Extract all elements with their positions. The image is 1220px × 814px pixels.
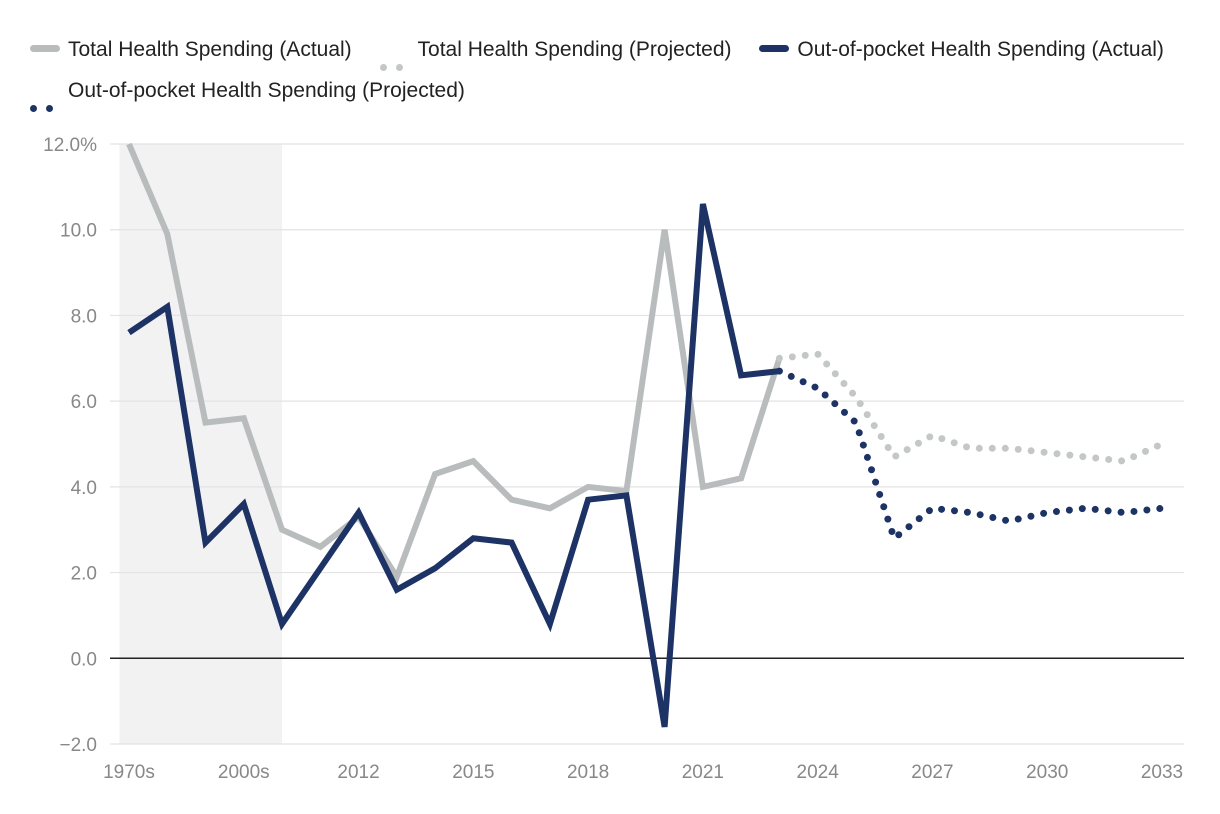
y-tick-label-0: −2.0: [59, 735, 97, 756]
legend-swatch-oop-projected: [30, 86, 60, 112]
x-tick-label-5: 2021: [682, 762, 724, 783]
legend-label-oop-projected: Out-of-pocket Health Spending (Projected…: [68, 78, 465, 102]
series-line-oop-actual: [127, 203, 780, 728]
y-tick-label-5: 8.0: [71, 306, 97, 327]
x-tick-label-2: 2012: [337, 762, 379, 783]
x-tick-label-9: 2033: [1141, 762, 1183, 783]
y-tick-label-2: 2.0: [71, 564, 97, 585]
series-line-total-projected: [775, 350, 1166, 465]
legend-swatch-oop-actual: [759, 45, 790, 53]
legend-swatch-total-projected: [379, 45, 410, 72]
series-line-oop-projected: [775, 367, 1166, 545]
x-tick-label-8: 2030: [1026, 762, 1068, 783]
legend-item-oop-projected[interactable]: Out-of-pocket Health Spending (Projected…: [30, 71, 465, 112]
x-tick-label-4: 2018: [567, 762, 609, 783]
legend-item-total-actual[interactable]: Total Health Spending (Actual): [30, 30, 352, 70]
legend-item-oop-actual[interactable]: Out-of-pocket Health Spending (Actual): [759, 30, 1164, 70]
shaded-region: [119, 144, 283, 744]
legend-label-total-actual: Total Health Spending (Actual): [68, 38, 352, 62]
y-tick-label-6: 10.0: [60, 221, 97, 242]
x-tick-label-3: 2015: [452, 762, 494, 783]
legend-swatch-total-actual: [30, 45, 60, 53]
legend-item-total-projected[interactable]: Total Health Spending (Projected): [379, 30, 732, 72]
series-line-total-actual: [126, 142, 783, 584]
y-tick-label-4: 6.0: [71, 392, 97, 413]
x-tick-label-7: 2027: [911, 762, 953, 783]
x-tick-label-1: 2000s: [218, 762, 270, 783]
y-tick-label-1: 0.0: [71, 649, 97, 670]
legend-label-oop-actual: Out-of-pocket Health Spending (Actual): [797, 38, 1164, 62]
y-tick-label-3: 4.0: [71, 478, 97, 499]
legend-label-total-projected: Total Health Spending (Projected): [417, 38, 732, 62]
chart-legend: Total Health Spending (Actual) Total Hea…: [30, 30, 1200, 112]
x-tick-label-6: 2024: [797, 762, 840, 783]
x-tick-label-0: 1970s: [103, 762, 155, 783]
y-tick-label-7: 12.0%: [43, 135, 97, 156]
